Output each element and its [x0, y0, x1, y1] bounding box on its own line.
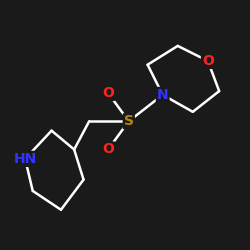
Text: O: O: [202, 54, 214, 68]
Text: S: S: [124, 114, 134, 128]
Text: N: N: [157, 88, 168, 102]
Text: HN: HN: [14, 152, 37, 166]
Text: O: O: [102, 142, 114, 156]
Text: O: O: [102, 86, 114, 100]
